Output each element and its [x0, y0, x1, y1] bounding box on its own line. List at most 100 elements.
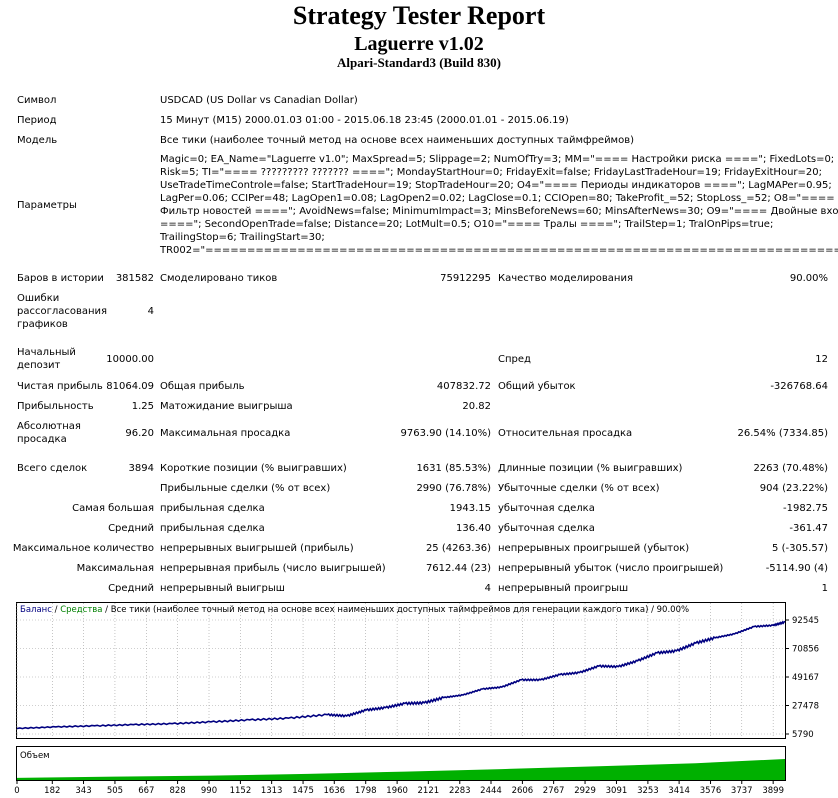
x-tick-label: 505: [107, 786, 123, 796]
x-tick-label: 2767: [543, 786, 565, 796]
largest-label: Самая большая: [72, 503, 154, 514]
profit-trades-label: Прибыльные сделки (% от всех): [160, 483, 331, 494]
params-line: TR002="=================================…: [160, 245, 838, 256]
avg-loss-label: убыточная сделка: [498, 523, 595, 534]
params-line: ===="; SecondOpenTrade=false; Distance=2…: [160, 219, 774, 230]
loss-trades-label: Убыточные сделки (% от всех): [498, 483, 660, 494]
cons-losses-label: непрерывных проигрышей (убыток): [498, 543, 690, 554]
report-title: Strategy Tester Report: [292, 1, 546, 30]
max-count-label: Максимальное количество: [12, 543, 154, 554]
rel-dd-label: Относительная просадка: [498, 428, 633, 439]
x-tick-label: 2444: [480, 786, 502, 796]
balance-chart: 92545 70856 49167 27478 5790 0 182 343 505 667 82…: [0, 598, 838, 798]
x-tick-label: 1636: [323, 786, 345, 796]
gross-loss-label: Общий убыток: [498, 381, 576, 392]
params-line: UseTradeTimeControle=false; StartTradeHo…: [160, 180, 832, 191]
cons-profit-label: непрерывная прибыль (число выигрышей): [160, 563, 386, 574]
bars-label: Баров в истории: [17, 273, 104, 284]
deposit-value: 10000.00: [106, 354, 154, 365]
x-tick-label: 182: [44, 786, 60, 796]
params-line: LagPer=0.06; CCIPer=48; LagOpen1=0.08; L…: [160, 193, 835, 204]
y-tick-label: 49167: [792, 673, 819, 683]
mismatch-value: 4: [147, 306, 154, 317]
trades-value: 3894: [128, 463, 154, 474]
net-value: 81064.09: [106, 381, 154, 392]
cons-loss-label: непрерывный убыток (число проигрышей): [498, 563, 724, 574]
largest-loss-value: -1982.75: [783, 503, 828, 514]
net-label: Чистая прибыль: [17, 381, 103, 392]
period-value: 15 Минут (M15) 2000.01.03 01:00 - 2015.0…: [160, 115, 569, 126]
deposit-label: Начальный депозит: [17, 347, 76, 371]
x-tick-label: 343: [75, 786, 91, 796]
x-tick-label: 3576: [700, 786, 722, 796]
x-tick-label: 667: [138, 786, 154, 796]
x-tick-label: 990: [201, 786, 217, 796]
symbol-value: USDCAD (US Dollar vs Canadian Dollar): [160, 95, 358, 106]
avg-wins-value: 4: [484, 583, 491, 594]
y-tick-label: 70856: [792, 645, 819, 655]
pf-value: 1.25: [131, 401, 154, 412]
y-tick-label: 5790: [792, 730, 814, 740]
symbol-label: Символ: [17, 95, 57, 106]
gross-loss-value: -326768.64: [770, 381, 828, 392]
expect-value: 20.82: [462, 401, 491, 412]
legend-balance: Баланс: [20, 605, 52, 615]
model-label: Модель: [17, 135, 58, 146]
cons-wins-value: 25 (4263.36): [425, 543, 491, 554]
x-tick-label: 1798: [355, 786, 377, 796]
avg2-label: Средний: [108, 583, 154, 594]
largest-loss-label: убыточная сделка: [498, 503, 595, 514]
mismatch-label: Ошибки рассогласования графиков: [17, 293, 108, 330]
gross-profit-label: Общая прибыль: [160, 381, 245, 392]
avg-profit-value: 136.40: [456, 523, 491, 534]
volume-area: [17, 759, 785, 780]
largest-profit-value: 1943.15: [449, 503, 491, 514]
x-tick-label: 3899: [762, 786, 784, 796]
x-tick-label: 1152: [230, 786, 252, 796]
long-value: 2263 (70.48%): [753, 463, 828, 474]
cons-loss-value: -5114.90 (4): [765, 563, 828, 574]
x-tick-label: 828: [169, 786, 185, 796]
legend-equity: Средства: [60, 605, 102, 615]
quality-label: Качество моделирования: [498, 273, 633, 284]
abs-dd-value: 96.20: [125, 428, 154, 439]
x-tick-label: 3253: [637, 786, 659, 796]
short-value: 1631 (85.53%): [416, 463, 491, 474]
volume-label: Объем: [20, 751, 50, 761]
bars-value: 381582: [115, 273, 154, 284]
avg-wins-label: непрерывный выигрыш: [160, 583, 285, 594]
y-tick-label: 27478: [792, 702, 819, 712]
loss-trades-value: 904 (23.22%): [759, 483, 828, 494]
x-tick-label: 1475: [292, 786, 314, 796]
max-dd-value: 9763.90 (14.10%): [400, 428, 491, 439]
server-build: Alpari-Standard3 (Build 830): [337, 55, 501, 70]
avg-losses-value: 1: [821, 583, 828, 594]
spread-value: 12: [815, 354, 828, 365]
short-label: Короткие позиции (% выигравших): [160, 463, 347, 474]
cons-profit-value: 7612.44 (23): [425, 563, 491, 574]
x-tick-label: 0: [14, 786, 19, 796]
period-label: Период: [17, 115, 57, 126]
main-plot-frame: [16, 602, 786, 739]
x-tick-label: 3091: [606, 786, 628, 796]
x-tick-label: 2283: [449, 786, 471, 796]
model-value: Все тики (наиболее точный метод на основ…: [160, 135, 635, 146]
params-line: Фильтр новостей ===="; AvoidNews=false; …: [160, 206, 838, 217]
pf-label: Прибыльность: [17, 401, 94, 412]
chart-legend: Баланс / Средства / Все тики (наиболее т…: [20, 605, 689, 615]
x-tick-label: 3414: [668, 786, 690, 796]
params-line: TrailingStop=6; TrailingStart=30;: [160, 232, 325, 243]
quality-value: 90.00%: [789, 273, 828, 284]
avg-loss-value: -361.47: [789, 523, 828, 534]
max-dd-label: Максимальная просадка: [160, 428, 291, 439]
trades-label: Всего сделок: [17, 463, 88, 474]
cons-wins-label: непрерывных выигрышей (прибыль): [160, 543, 354, 554]
x-tick-label: 1960: [386, 786, 408, 796]
y-tick-label: 92545: [792, 616, 819, 626]
x-tick-label: 2929: [574, 786, 596, 796]
x-tick-label: 2606: [512, 786, 534, 796]
abs-dd-label: Абсолютная просадка: [17, 421, 81, 445]
gross-profit-value: 407832.72: [436, 381, 491, 392]
x-tick-label: 2121: [418, 786, 440, 796]
long-label: Длинные позиции (% выигравших): [498, 463, 683, 474]
